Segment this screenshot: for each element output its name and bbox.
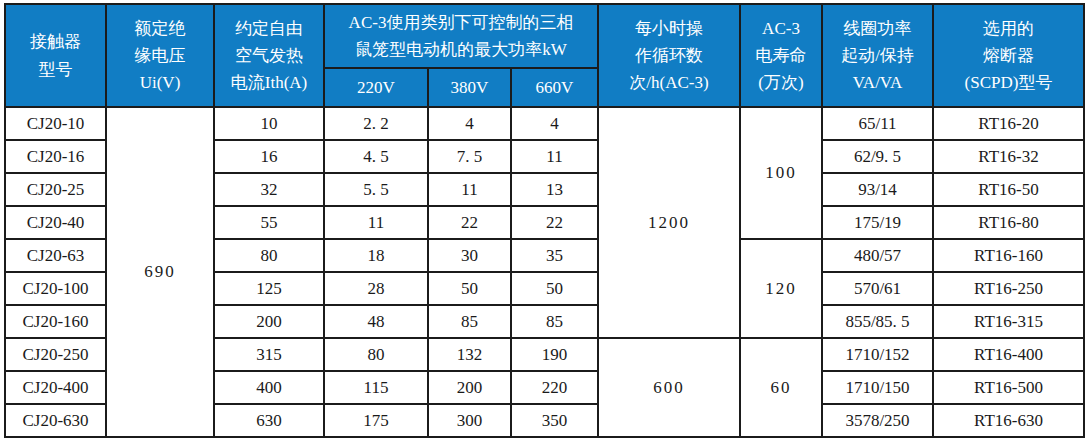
cell-coil-power: 1710/152 — [822, 338, 933, 371]
cell-power-220v: 4. 5 — [324, 140, 428, 173]
header-coil-power: 线圈功率 起动/保持 VA/VA — [822, 4, 933, 107]
cell-model: CJ20-160 — [5, 305, 106, 338]
cell-thermal-current: 200 — [214, 305, 324, 338]
cell-power-380v: 300 — [428, 404, 511, 437]
cell-thermal-current: 630 — [214, 404, 324, 437]
cell-fuse-model: RT16-20 — [933, 107, 1084, 140]
cell-power-380v: 132 — [428, 338, 511, 371]
cell-coil-power: 175/19 — [822, 206, 933, 239]
header-thermal-current: 约定自由 空气发热 电流Ith(A) — [214, 4, 324, 107]
cell-power-220v: 28 — [324, 272, 428, 305]
cell-power-220v: 2. 2 — [324, 107, 428, 140]
cell-thermal-current: 55 — [214, 206, 324, 239]
cell-thermal-current: 32 — [214, 173, 324, 206]
cell-fuse-model: RT16-80 — [933, 206, 1084, 239]
cell-fuse-model: RT16-630 — [933, 404, 1084, 437]
cell-power-380v: 22 — [428, 206, 511, 239]
cell-model: CJ20-16 — [5, 140, 106, 173]
cell-model: CJ20-10 — [5, 107, 106, 140]
cell-thermal-current: 16 — [214, 140, 324, 173]
cell-thermal-current: 80 — [214, 239, 324, 272]
cell-fuse-model: RT16-250 — [933, 272, 1084, 305]
cell-fuse-model: RT16-315 — [933, 305, 1084, 338]
header-220v: 220V — [324, 68, 428, 107]
cell-power-660v: 350 — [511, 404, 598, 437]
cell-electrical-life: 60 — [740, 338, 822, 437]
cell-cycles-per-hour: 600 — [598, 338, 740, 437]
cell-coil-power: 3578/250 — [822, 404, 933, 437]
cell-fuse-model: RT16-50 — [933, 173, 1084, 206]
cell-power-380v: 30 — [428, 239, 511, 272]
cell-coil-power: 570/61 — [822, 272, 933, 305]
cell-model: CJ20-400 — [5, 371, 106, 404]
cell-thermal-current: 10 — [214, 107, 324, 140]
cell-power-660v: 50 — [511, 272, 598, 305]
table-header: 接触器 型号 额定绝 缘电压 Ui(V) 约定自由 空气发热 电流Ith(A) … — [5, 4, 1084, 107]
cell-coil-power: 855/85. 5 — [822, 305, 933, 338]
header-cycles-per-hour: 每小时操 作循环数 次/h(AC-3) — [598, 4, 740, 107]
cell-fuse-model: RT16-32 — [933, 140, 1084, 173]
cell-power-380v: 11 — [428, 173, 511, 206]
cell-fuse-model: RT16-400 — [933, 338, 1084, 371]
cell-power-380v: 85 — [428, 305, 511, 338]
cell-thermal-current: 315 — [214, 338, 324, 371]
cell-coil-power: 480/57 — [822, 239, 933, 272]
cell-power-660v: 85 — [511, 305, 598, 338]
cell-coil-power: 1710/150 — [822, 371, 933, 404]
cell-model: CJ20-630 — [5, 404, 106, 437]
cell-coil-power: 62/9. 5 — [822, 140, 933, 173]
cell-power-220v: 175 — [324, 404, 428, 437]
table-row: CJ20-10 690 10 2. 2 4 4 1200 100 65/11 R… — [5, 107, 1084, 140]
header-660v: 660V — [511, 68, 598, 107]
cell-thermal-current: 400 — [214, 371, 324, 404]
cell-insulation-voltage: 690 — [106, 107, 214, 437]
header-380v: 380V — [428, 68, 511, 107]
cell-power-220v: 80 — [324, 338, 428, 371]
cell-thermal-current: 125 — [214, 272, 324, 305]
header-row-1: 接触器 型号 额定绝 缘电压 Ui(V) 约定自由 空气发热 电流Ith(A) … — [5, 4, 1084, 68]
cell-power-220v: 11 — [324, 206, 428, 239]
cell-coil-power: 93/14 — [822, 173, 933, 206]
cell-cycles-per-hour: 1200 — [598, 107, 740, 338]
header-insulation-voltage: 额定绝 缘电压 Ui(V) — [106, 4, 214, 107]
cell-model: CJ20-63 — [5, 239, 106, 272]
cell-power-660v: 11 — [511, 140, 598, 173]
header-ac3-max-power-group: AC-3使用类别下可控制的三相 鼠笼型电动机的最大功率kW — [324, 4, 598, 68]
header-electrical-life: AC-3 电寿命 (万次) — [740, 4, 822, 107]
cell-power-660v: 220 — [511, 371, 598, 404]
cell-power-660v: 190 — [511, 338, 598, 371]
header-fuse-model: 选用的 熔断器 (SCPD)型号 — [933, 4, 1084, 107]
cell-power-380v: 4 — [428, 107, 511, 140]
cell-power-220v: 5. 5 — [324, 173, 428, 206]
cell-fuse-model: RT16-500 — [933, 371, 1084, 404]
cell-power-220v: 115 — [324, 371, 428, 404]
page: 接触器 型号 额定绝 缘电压 Ui(V) 约定自由 空气发热 电流Ith(A) … — [0, 0, 1085, 440]
cell-electrical-life: 120 — [740, 239, 822, 338]
table-body: CJ20-10 690 10 2. 2 4 4 1200 100 65/11 R… — [5, 107, 1084, 437]
cell-power-220v: 18 — [324, 239, 428, 272]
cell-power-220v: 48 — [324, 305, 428, 338]
cell-model: CJ20-40 — [5, 206, 106, 239]
cell-fuse-model: RT16-160 — [933, 239, 1084, 272]
cell-power-380v: 200 — [428, 371, 511, 404]
cell-model: CJ20-250 — [5, 338, 106, 371]
cell-power-380v: 7. 5 — [428, 140, 511, 173]
cell-power-660v: 4 — [511, 107, 598, 140]
cell-power-660v: 22 — [511, 206, 598, 239]
cell-power-380v: 50 — [428, 272, 511, 305]
cell-electrical-life: 100 — [740, 107, 822, 239]
cell-power-660v: 35 — [511, 239, 598, 272]
cell-coil-power: 65/11 — [822, 107, 933, 140]
contactor-spec-table: 接触器 型号 额定绝 缘电压 Ui(V) 约定自由 空气发热 电流Ith(A) … — [4, 3, 1085, 438]
header-model: 接触器 型号 — [5, 4, 106, 107]
cell-model: CJ20-25 — [5, 173, 106, 206]
cell-power-660v: 13 — [511, 173, 598, 206]
cell-model: CJ20-100 — [5, 272, 106, 305]
